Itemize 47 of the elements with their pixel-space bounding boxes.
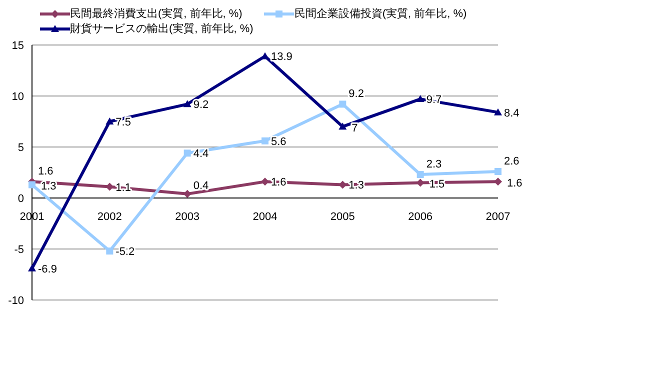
- point: [106, 118, 114, 124]
- point: [184, 150, 191, 157]
- data-label: 1.3: [41, 180, 56, 193]
- y-tick-label: 10: [12, 90, 24, 103]
- legend-label: 民間企業設備投資(実質, 前年比, %): [294, 6, 467, 21]
- point: [494, 168, 502, 175]
- data-label: 2.6: [504, 155, 520, 168]
- y-tick-label: -10: [8, 294, 24, 307]
- data-label: 1.6: [507, 178, 522, 190]
- point: [494, 108, 502, 116]
- point: [28, 264, 36, 272]
- point: [106, 248, 114, 255]
- data-label: 2.3: [426, 158, 442, 171]
- data-label: -6.9: [38, 263, 57, 276]
- legend-label: 財貨サービスの輸出(実質, 前年比, %): [70, 22, 254, 36]
- x-tick-label: 2005: [330, 211, 355, 223]
- data-label: 7: [352, 122, 358, 135]
- point: [262, 137, 268, 144]
- data-label: 9.2: [193, 99, 209, 112]
- point: [416, 171, 424, 178]
- y-tick-label: -5: [14, 244, 24, 256]
- data-label: 13.9: [271, 51, 292, 64]
- point: [338, 122, 347, 130]
- y-tick-label: 5: [18, 142, 24, 154]
- data-label: 4.4: [193, 148, 209, 160]
- x-tick-label: 2004: [252, 211, 278, 223]
- data-label: 0.4: [193, 180, 209, 192]
- point: [416, 95, 424, 102]
- y-tick-label: 15: [12, 40, 24, 52]
- x-tick-label: 2003: [175, 211, 200, 223]
- point: [183, 100, 192, 108]
- point: [494, 178, 502, 186]
- data-label: 5.6: [271, 136, 286, 148]
- data-label: 7.5: [116, 116, 131, 128]
- point: [339, 100, 346, 108]
- data-label: 1.6: [38, 166, 54, 178]
- x-tick-label: 2007: [486, 211, 510, 223]
- data-label: -5.2: [116, 246, 135, 258]
- data-label: 9.2: [348, 88, 364, 100]
- data-label: 1.6: [271, 176, 286, 189]
- legend-label: 民間最終消費支出(実質, 前年比, %): [70, 6, 242, 21]
- x-tick-label: 2006: [408, 211, 433, 223]
- data-label: 8.4: [504, 107, 520, 120]
- x-tick-label: 2002: [97, 211, 122, 223]
- point: [261, 178, 269, 186]
- point: [28, 181, 36, 188]
- y-tick-label: 0: [18, 192, 24, 205]
